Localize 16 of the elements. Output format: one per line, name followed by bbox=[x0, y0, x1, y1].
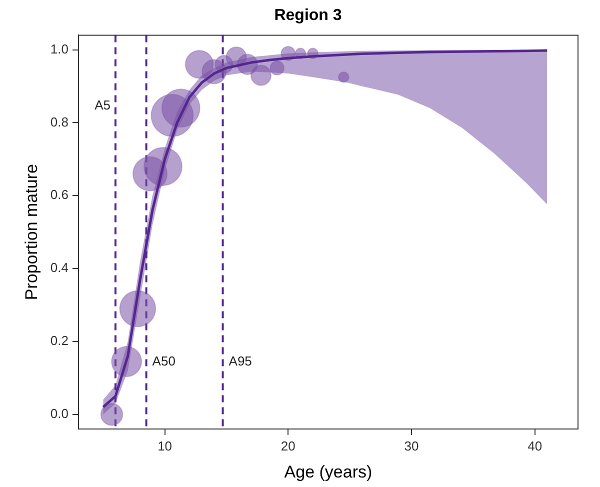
chart-title: Region 3 bbox=[274, 7, 342, 24]
ref-line-label: A5 bbox=[94, 98, 110, 113]
y-tick-label: 0.6 bbox=[50, 187, 68, 202]
x-tick-label: 20 bbox=[280, 438, 296, 454]
ref-line-label: A50 bbox=[152, 354, 176, 369]
x-tick-label: 10 bbox=[158, 438, 172, 454]
y-axis-title: Proportion mature bbox=[22, 164, 41, 300]
x-axis-title: Age (years) bbox=[284, 462, 372, 482]
y-tick-label: 0.8 bbox=[50, 114, 68, 130]
y-tick-label: 0.4 bbox=[50, 260, 68, 276]
y-tick-label: 0.2 bbox=[50, 333, 68, 348]
y-tick-label: 1.0 bbox=[50, 41, 68, 56]
x-tick-label: 30 bbox=[404, 438, 419, 454]
x-tick-label: 40 bbox=[528, 438, 542, 454]
y-tick-label: 0.0 bbox=[50, 406, 68, 421]
ref-line-label: A95 bbox=[228, 354, 252, 369]
